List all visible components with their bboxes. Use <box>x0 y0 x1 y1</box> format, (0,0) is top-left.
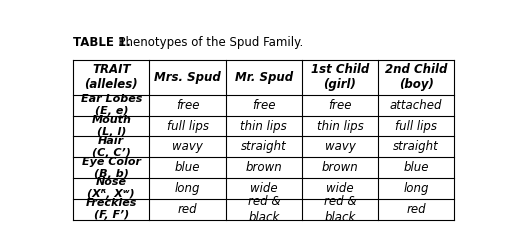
Text: Phenotypes of the Spud Family.: Phenotypes of the Spud Family. <box>111 36 303 49</box>
Text: straight: straight <box>241 140 286 153</box>
Text: long: long <box>404 182 429 195</box>
Text: wide: wide <box>250 182 277 195</box>
Text: Eye Color
(B, b): Eye Color (B, b) <box>82 157 141 179</box>
Text: free: free <box>252 99 275 112</box>
Text: wide: wide <box>326 182 354 195</box>
Text: Nose
(Xᴿ, Xʷ): Nose (Xᴿ, Xʷ) <box>88 178 135 199</box>
Text: TRAIT
(alleles): TRAIT (alleles) <box>85 63 138 91</box>
Text: thin lips: thin lips <box>316 120 364 132</box>
Text: wavy: wavy <box>172 140 203 153</box>
Text: free: free <box>176 99 199 112</box>
Text: red: red <box>407 203 426 216</box>
Text: brown: brown <box>245 161 282 174</box>
Text: blue: blue <box>404 161 429 174</box>
Text: Mrs. Spud: Mrs. Spud <box>154 71 221 84</box>
Text: 1st Child
(girl): 1st Child (girl) <box>311 63 369 91</box>
Text: long: long <box>175 182 200 195</box>
Text: Freckles
(F, F’): Freckles (F, F’) <box>86 198 137 220</box>
Text: attached: attached <box>390 99 443 112</box>
Text: red &
black: red & black <box>324 195 356 224</box>
Text: straight: straight <box>393 140 439 153</box>
Text: red &
black: red & black <box>247 195 280 224</box>
Text: brown: brown <box>321 161 358 174</box>
Text: full lips: full lips <box>166 120 208 132</box>
Text: Ear Lobes
(E, e): Ear Lobes (E, e) <box>81 94 142 116</box>
Text: free: free <box>328 99 352 112</box>
Text: blue: blue <box>175 161 200 174</box>
Text: Hair
(C, C’): Hair (C, C’) <box>92 136 131 158</box>
Text: TABLE 1.: TABLE 1. <box>73 36 131 49</box>
Text: Mr. Spud: Mr. Spud <box>235 71 293 84</box>
Text: red: red <box>178 203 197 216</box>
Text: thin lips: thin lips <box>240 120 287 132</box>
Text: 2nd Child
(boy): 2nd Child (boy) <box>385 63 447 91</box>
Text: full lips: full lips <box>395 120 437 132</box>
Text: wavy: wavy <box>324 140 355 153</box>
Text: Mouth
(L, l): Mouth (L, l) <box>91 115 131 137</box>
